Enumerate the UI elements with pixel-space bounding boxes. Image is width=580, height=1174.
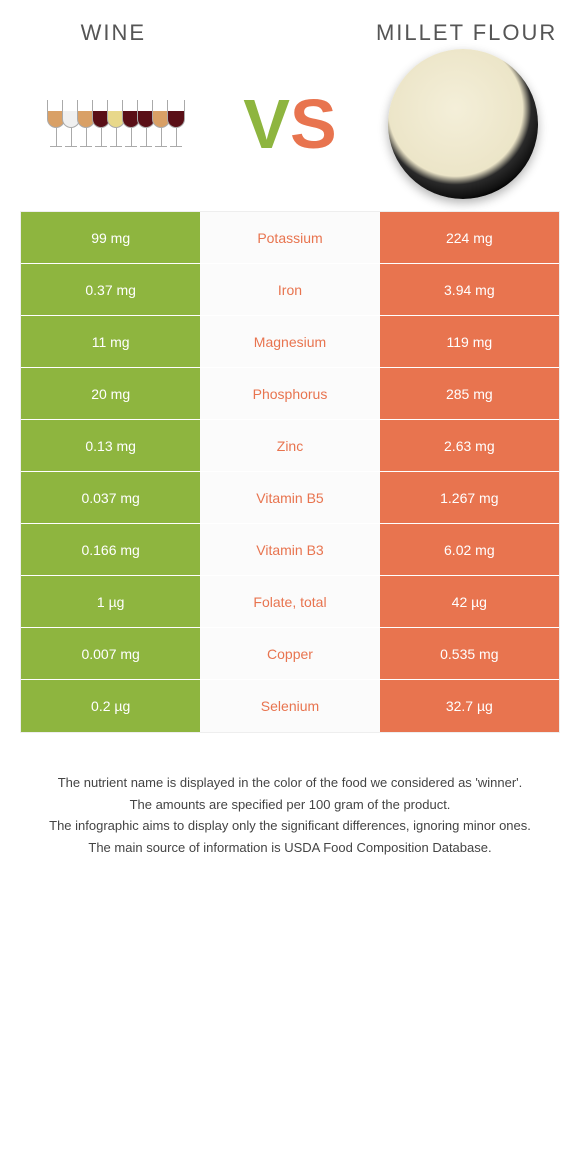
nutrient-label: Phosphorus bbox=[200, 368, 379, 419]
left-value: 0.037 mg bbox=[21, 472, 200, 523]
nutrient-table: 99 mgPotassium224 mg0.37 mgIron3.94 mg11… bbox=[20, 211, 560, 733]
table-row: 0.007 mgCopper0.535 mg bbox=[21, 628, 559, 680]
nutrient-label: Magnesium bbox=[200, 316, 379, 367]
left-value: 0.007 mg bbox=[21, 628, 200, 679]
nutrient-label: Selenium bbox=[200, 680, 379, 732]
right-value: 3.94 mg bbox=[380, 264, 559, 315]
table-row: 0.2 µgSelenium32.7 µg bbox=[21, 680, 559, 732]
left-value: 0.2 µg bbox=[21, 680, 200, 732]
table-row: 11 mgMagnesium119 mg bbox=[21, 316, 559, 368]
right-value: 224 mg bbox=[380, 212, 559, 263]
footnote-line: The main source of information is USDA F… bbox=[30, 838, 550, 858]
images-row: V S bbox=[0, 56, 580, 211]
vs-label: V S bbox=[243, 89, 336, 159]
nutrient-label: Iron bbox=[200, 264, 379, 315]
right-value: 0.535 mg bbox=[380, 628, 559, 679]
table-row: 0.037 mgVitamin B51.267 mg bbox=[21, 472, 559, 524]
millet-flour-image bbox=[375, 56, 550, 191]
right-value: 42 µg bbox=[380, 576, 559, 627]
left-value: 0.37 mg bbox=[21, 264, 200, 315]
vs-v: V bbox=[243, 89, 290, 159]
nutrient-label: Vitamin B3 bbox=[200, 524, 379, 575]
left-value: 99 mg bbox=[21, 212, 200, 263]
nutrient-label: Folate, total bbox=[200, 576, 379, 627]
wine-image bbox=[30, 56, 205, 191]
footnotes: The nutrient name is displayed in the co… bbox=[0, 733, 580, 889]
nutrient-label: Vitamin B5 bbox=[200, 472, 379, 523]
left-value: 0.166 mg bbox=[21, 524, 200, 575]
footnote-line: The infographic aims to display only the… bbox=[30, 816, 550, 836]
nutrient-label: Potassium bbox=[200, 212, 379, 263]
vs-s: S bbox=[290, 89, 337, 159]
table-row: 0.166 mgVitamin B36.02 mg bbox=[21, 524, 559, 576]
table-row: 0.13 mgZinc2.63 mg bbox=[21, 420, 559, 472]
table-row: 99 mgPotassium224 mg bbox=[21, 212, 559, 264]
table-row: 20 mgPhosphorus285 mg bbox=[21, 368, 559, 420]
right-value: 2.63 mg bbox=[380, 420, 559, 471]
right-food-title: Millet flour bbox=[367, 20, 567, 46]
table-row: 1 µgFolate, total42 µg bbox=[21, 576, 559, 628]
footnote-line: The nutrient name is displayed in the co… bbox=[30, 773, 550, 793]
right-value: 1.267 mg bbox=[380, 472, 559, 523]
nutrient-label: Zinc bbox=[200, 420, 379, 471]
left-food-title: Wine bbox=[13, 20, 213, 46]
right-value: 119 mg bbox=[380, 316, 559, 367]
left-value: 1 µg bbox=[21, 576, 200, 627]
left-value: 11 mg bbox=[21, 316, 200, 367]
right-value: 285 mg bbox=[380, 368, 559, 419]
right-value: 32.7 µg bbox=[380, 680, 559, 732]
nutrient-label: Copper bbox=[200, 628, 379, 679]
table-row: 0.37 mgIron3.94 mg bbox=[21, 264, 559, 316]
left-value: 0.13 mg bbox=[21, 420, 200, 471]
right-value: 6.02 mg bbox=[380, 524, 559, 575]
footnote-line: The amounts are specified per 100 gram o… bbox=[30, 795, 550, 815]
header: Wine Millet flour bbox=[0, 0, 580, 56]
left-value: 20 mg bbox=[21, 368, 200, 419]
